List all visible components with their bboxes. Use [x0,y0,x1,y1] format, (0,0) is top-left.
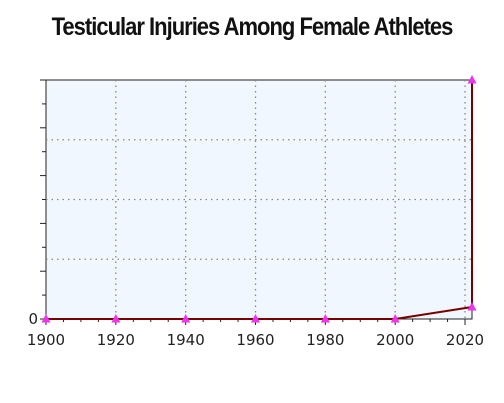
x-tick-label: 2000 [376,331,414,349]
series-line [46,80,473,320]
data-point-marker [467,75,477,84]
data-point-marker [320,314,330,323]
data-point-marker [467,302,477,311]
x-tick-label: 1940 [167,331,205,349]
y-tick-label: 0 [28,310,38,328]
data-point-marker [181,314,191,323]
x-tick-label: 1900 [27,331,65,349]
data-point-marker [41,314,51,323]
grid-lines [46,80,472,319]
data-point-marker [251,314,261,323]
x-tick-label: 2020 [446,331,484,349]
data-markers [41,75,477,323]
data-point-marker [390,314,400,323]
x-tick-label: 1920 [97,331,135,349]
data-point-marker [111,314,121,323]
chart-title: Testicular Injuries Among Female Athlete… [51,12,454,41]
x-tick-label: 1960 [236,331,274,349]
tick-labels: 1900 1920 1940 1960 1980 2000 2020 0 [27,310,484,349]
series-lines [46,80,473,320]
x-tick-label: 1980 [306,331,344,349]
plot-background [45,79,473,320]
